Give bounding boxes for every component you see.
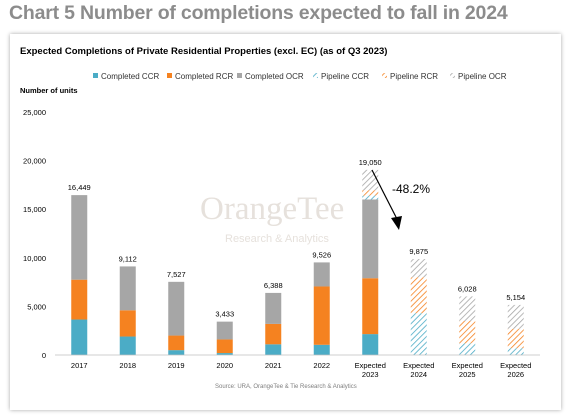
bar-stack — [410, 259, 427, 355]
bar-segment-completed-ocr — [168, 281, 185, 336]
bar-total-label: 9,112 — [119, 254, 137, 263]
annotation: -48.2% — [371, 169, 430, 230]
legend-swatch-pipeline-ocr — [450, 73, 455, 78]
x-tick-label: Expected 2026 — [500, 361, 531, 379]
bar-total-label: 16,449 — [68, 183, 91, 192]
bar-segment-pipeline-ocr — [362, 169, 379, 191]
x-tick-label: Expected 2025 — [452, 361, 483, 379]
bar-segment-pipeline-rcr — [410, 277, 427, 314]
change-label: -48.2% — [392, 182, 430, 196]
bar-stack — [119, 266, 136, 355]
y-tick-label: 10,000 — [23, 254, 46, 263]
bar-segment-pipeline-ccr — [410, 313, 427, 355]
x-tick-label: 2022 — [313, 361, 330, 370]
bar-stack — [216, 321, 233, 355]
bar-segment-completed-ocr — [313, 262, 330, 287]
bar-segment-completed-ccr — [168, 350, 185, 355]
watermark-sub: Research & Analytics — [225, 233, 329, 245]
bar-segment-completed-ccr — [362, 334, 379, 355]
bar-stack — [313, 262, 330, 355]
y-tick-label: 5,000 — [27, 302, 46, 311]
bar-segment-completed-ccr — [71, 319, 88, 355]
x-tick-label: 2020 — [216, 361, 233, 370]
x-tick-label: 2019 — [168, 361, 185, 370]
bar-total-label: 19,050 — [359, 158, 382, 167]
page-heading: Chart 5 Number of completions expected t… — [9, 2, 508, 24]
x-axis: 2017 2018 2019 2020 2021 2022 Expected 2023 Expe… — [55, 354, 540, 379]
source-note: Source: URA, OrangeTee & Tie Research & … — [215, 384, 357, 390]
bar-stack — [168, 281, 185, 355]
change-arrow-line — [371, 169, 398, 220]
bar-segment-completed-ocr — [216, 321, 233, 340]
legend-swatch-pipeline-ccr — [313, 73, 318, 78]
chart-title: Expected Completions of Private Resident… — [20, 46, 387, 57]
legend-label-pipeline-ocr: Pipeline OCR — [458, 72, 507, 81]
bar-total-label: 9,526 — [312, 250, 331, 259]
legend-swatch-pipeline-rcr — [382, 73, 387, 78]
y-tick-label: 25,000 — [23, 108, 46, 117]
bar-total-label: 7,527 — [167, 270, 186, 279]
x-tick-label: 2017 — [71, 361, 88, 370]
bar-total-label: 6,388 — [264, 281, 283, 290]
bar-segment-completed-rcr — [71, 279, 88, 320]
bar-stack — [362, 169, 379, 355]
bar-segment-pipeline-ocr — [410, 259, 427, 278]
bar-total-label: 5,154 — [506, 293, 525, 302]
bar-segment-completed-ocr — [362, 199, 379, 279]
x-tick-label: Expected 2023 — [355, 361, 386, 379]
y-axis-label: Number of units — [20, 86, 78, 95]
bar-segment-pipeline-ccr — [362, 195, 379, 200]
y-tick-label: 15,000 — [23, 205, 46, 214]
bar-segment-completed-ocr — [71, 195, 88, 280]
bar-segment-pipeline-rcr — [507, 328, 524, 349]
x-tick-label: 2018 — [119, 361, 136, 370]
y-tick-label: 0 — [42, 351, 46, 360]
bar-segment-completed-ccr — [313, 344, 330, 355]
bar-segment-completed-ccr — [119, 336, 136, 355]
legend-label-pipeline-ccr: Pipeline CCR — [321, 72, 369, 81]
x-tick-label: 2021 — [265, 361, 282, 370]
bar-segment-completed-rcr — [168, 335, 185, 351]
bar-segment-pipeline-ocr — [459, 296, 476, 321]
chart-card: Expected Completions of Private Resident… — [10, 34, 561, 410]
legend-label-completed-rcr: Completed RCR — [175, 72, 233, 81]
completions-chart: Expected Completions of Private Resident… — [20, 46, 540, 390]
bar-total-label: 9,875 — [409, 247, 428, 256]
bar-segment-completed-rcr — [216, 339, 233, 354]
watermark: OrangeTee Research & Analytics — [200, 191, 344, 245]
bar-segment-completed-rcr — [362, 278, 379, 335]
bar-segment-completed-rcr — [313, 286, 330, 345]
bar-segment-completed-rcr — [265, 323, 282, 345]
x-tick-label: Expected 2024 — [403, 361, 434, 379]
bar-segment-pipeline-ccr — [507, 348, 524, 355]
legend-swatch-completed-ccr — [93, 73, 98, 78]
bar-segment-completed-ocr — [265, 292, 282, 324]
bar-segment-completed-rcr — [119, 310, 136, 337]
bar-total-label: 3,433 — [215, 310, 234, 319]
watermark-brand: OrangeTee — [200, 191, 344, 227]
bar-segment-pipeline-ccr — [459, 343, 476, 355]
legend-label-completed-ccr: Completed CCR — [101, 72, 159, 81]
bar-segment-pipeline-ocr — [507, 304, 524, 329]
bar-segment-pipeline-rcr — [459, 320, 476, 344]
change-arrow-head — [391, 216, 402, 230]
bar-stack — [265, 292, 282, 355]
bar-stack — [71, 195, 88, 355]
bars: 16,449 9,112 7,527 3,433 6,388 9,526 19,050 9,8… — [68, 158, 525, 355]
legend-label-completed-ocr: Completed OCR — [245, 72, 304, 81]
legend-label-pipeline-rcr: Pipeline RCR — [390, 72, 438, 81]
bar-segment-completed-ocr — [119, 266, 136, 311]
bar-total-label: 6,028 — [458, 284, 477, 293]
legend: Completed CCR Completed RCR Completed OCR P… — [93, 72, 507, 81]
legend-swatch-completed-ocr — [237, 73, 242, 78]
bar-segment-pipeline-rcr — [362, 190, 379, 196]
y-tick-label: 20,000 — [23, 157, 46, 166]
bar-segment-completed-ccr — [265, 344, 282, 355]
y-axis: 0 5,000 10,000 15,000 20,000 25,000 — [23, 108, 46, 360]
bar-stack — [507, 304, 524, 355]
bar-stack — [459, 296, 476, 355]
bar-segment-completed-ccr — [216, 353, 233, 355]
legend-swatch-completed-rcr — [167, 73, 172, 78]
